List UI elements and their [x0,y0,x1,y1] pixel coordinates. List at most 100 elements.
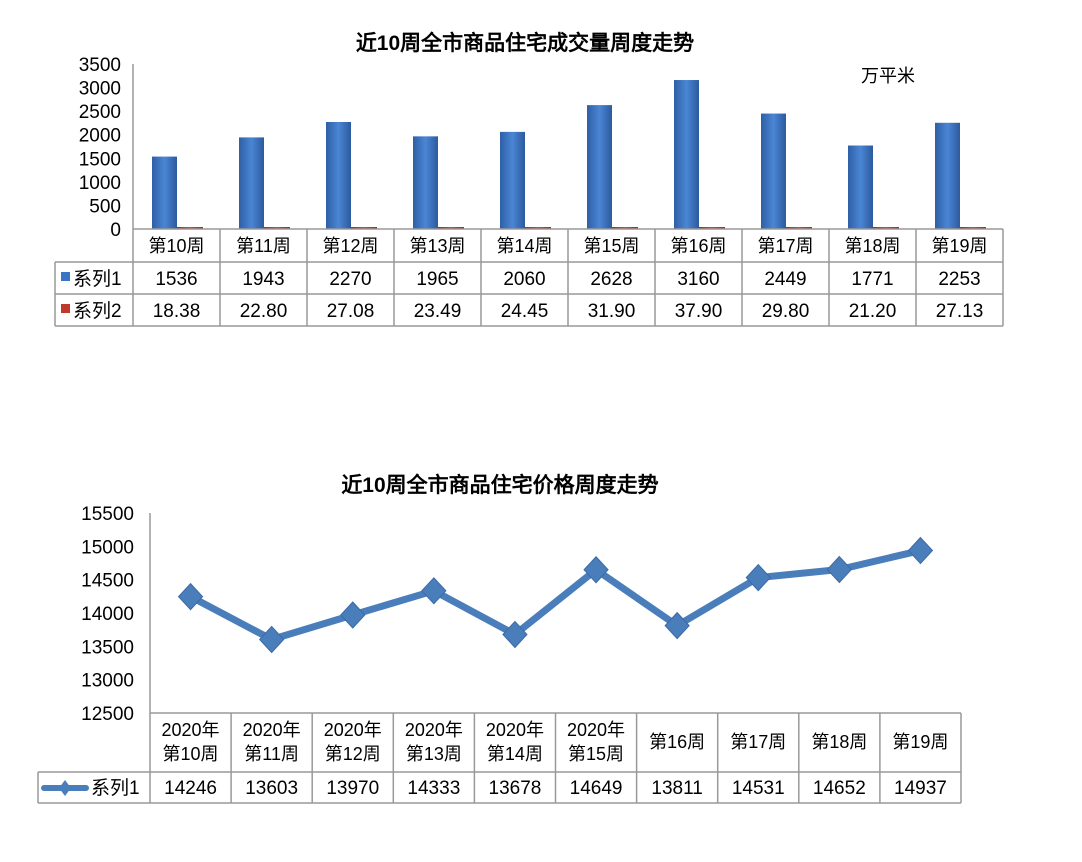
chart1-data-label-series1: 2270 [329,269,371,290]
chart2-x-tick-week: 第15周 [568,744,624,764]
chart1-data-label-series2: 23.49 [414,301,462,322]
chart2-x-tick-year: 2020年 [243,720,301,740]
chart2-x-tick-week: 第17周 [730,732,786,752]
chart2-y-tick: 12500 [81,704,134,725]
chart1-data-label-series1: 2449 [764,269,806,290]
chart1-title: 近10周全市商品住宅成交量周度走势 [356,31,694,55]
chart1-bar-series2 [612,227,638,229]
chart2-data-label-series1: 14937 [894,778,947,799]
chart2-data-label-series1: 13970 [326,778,379,799]
chart1-data-label-series2: 27.08 [327,301,375,322]
chart1-bar-series1 [500,131,525,229]
chart2-marker-series1 [664,611,690,640]
chart1-bar-series2 [264,227,290,229]
chart1-bar-series1 [674,80,699,230]
chart2-x-tick-year: 2020年 [324,720,382,740]
chart1-unit-label: 万平米 [861,66,915,86]
chart1-bar-series1 [239,137,264,229]
chart2-data-label-series1: 13603 [245,778,298,799]
chart2-y-tick: 14500 [81,571,134,592]
chart2-x-tick-week: 第18周 [811,732,867,752]
chart1-data-label-series1: 3160 [677,269,719,290]
chart1-x-tick: 第15周 [583,236,639,256]
chart2-marker-series1 [340,601,366,629]
chart2-y-tick: 15500 [81,504,134,525]
chart1-bar-series1 [761,113,786,229]
chart1-data-label-series1: 1536 [155,269,197,290]
legend-swatch-series1 [61,272,70,281]
chart1-data-label-series2: 27.13 [936,301,984,322]
chart1-bar-series2 [873,227,899,229]
chart2-data-label-series1: 14649 [570,778,623,799]
chart1-data-label-series2: 37.90 [675,301,723,322]
chart1-y-tick: 3000 [79,79,121,100]
chart2-data-label-series1: 14531 [732,778,785,799]
chart2-y-tick: 15000 [81,537,134,558]
chart1-bar-series1 [326,121,351,229]
chart1-data-label-series1: 1943 [242,269,284,290]
chart2-x-tick-week: 第16周 [649,732,705,752]
chart2-marker-series1 [745,563,771,592]
chart2-marker-series1 [177,582,204,611]
chart1-data-label-series1: 1771 [851,269,893,290]
chart1-bar-series1 [152,156,177,229]
chart2-x-tick-year: 2020年 [567,720,625,740]
chart2-line-series1 [188,547,922,643]
chart1-bar-series1 [587,105,612,229]
chart1-bar-series2 [351,227,377,229]
chart2-data-label-series1: 14246 [164,778,217,799]
chart1-y-tick: 1500 [79,149,121,170]
chart1-data-label-series2: 18.38 [153,301,201,322]
chart2-y-tick: 13000 [81,671,134,692]
chart1-data-label-series1: 2060 [503,269,545,290]
chart1-bar-series2 [786,227,812,229]
chart1-x-tick: 第18周 [844,236,900,256]
chart2-x-tick-week: 第12周 [325,744,381,764]
chart1-x-tick: 第19周 [931,236,987,256]
chart1-y-tick: 2000 [79,126,121,147]
legend-label-series1: 系列1 [73,268,122,290]
chart1-x-tick: 第14周 [496,236,552,256]
chart2-marker-series1 [421,577,447,605]
chart1-x-tick: 第17周 [757,236,813,256]
chart2-x-tick-week: 第11周 [244,744,299,764]
chart2-x-tick-year: 2020年 [162,720,220,740]
legend-label-series2: 系列2 [73,300,122,322]
chart2-data-label-series1: 13811 [651,778,702,799]
chart2-x-tick-year: 2020年 [486,720,544,740]
chart1-bar-series2 [960,227,986,229]
chart1-y-tick: 2500 [79,102,121,123]
chart2-x-tick-week: 第13周 [406,744,462,764]
chart2-data-label-series1: 14652 [813,778,866,799]
chart2-marker-series1 [502,620,528,649]
legend-label-series1: 系列1 [91,777,140,799]
chart1-bar-series2 [525,227,551,229]
chart1-y-tick: 0 [110,220,121,241]
chart2-data-label-series1: 14333 [407,778,460,799]
chart1-bar-series2 [438,227,464,229]
legend-swatch-series2 [61,304,70,313]
chart2-x-tick-week: 第10周 [163,744,219,764]
chart1-x-tick: 第12周 [322,236,378,256]
chart1-bar-series2 [177,227,203,229]
chart1-data-label-series1: 1965 [416,269,458,290]
chart1-y-tick: 1000 [79,173,121,194]
chart1-y-tick: 500 [89,196,121,217]
chart1-data-label-series2: 31.90 [588,301,636,322]
legend-marker-series1 [59,780,71,796]
chart1-data-label-series2: 21.20 [849,301,897,322]
chart1-data-label-series2: 24.45 [501,301,549,322]
chart1-data-label-series2: 22.80 [240,301,288,322]
chart1-x-tick: 第16周 [670,236,726,256]
chart2-data-label-series1: 13678 [489,778,542,799]
chart1-bar-series1 [935,122,960,229]
chart2-marker-series1 [583,555,609,584]
chart1-x-tick: 第11周 [236,236,291,256]
chart2-x-tick-week: 第19周 [892,732,948,752]
chart1-data-label-series1: 2253 [938,269,980,290]
chart2-title: 近10周全市商品住宅价格周度走势 [341,473,658,497]
chart2-y-tick: 13500 [81,637,134,658]
chart2-y-tick: 14000 [81,604,134,625]
chart1-bar-series1 [413,136,438,229]
